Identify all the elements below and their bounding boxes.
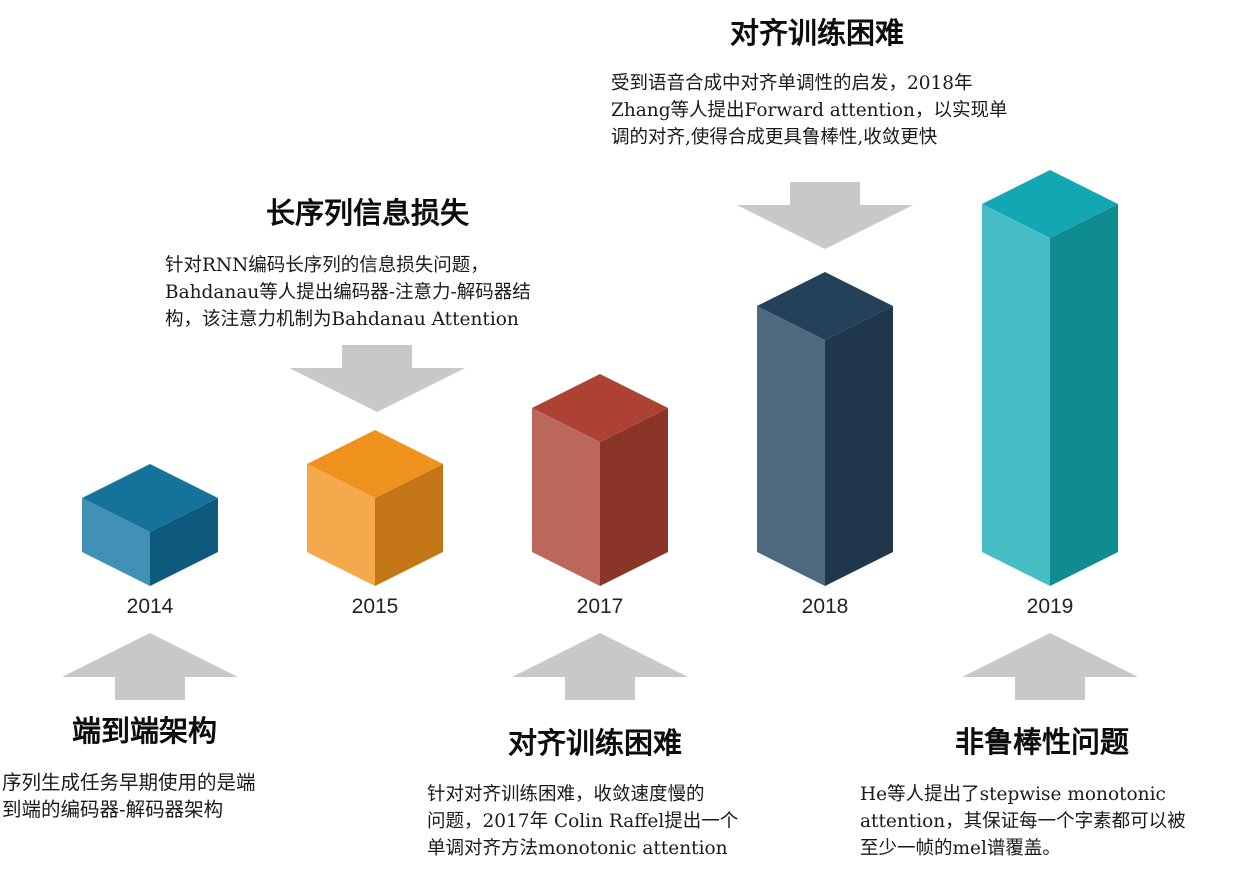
description-line: 序列生成任务早期使用的是端 bbox=[2, 771, 256, 794]
milestone-2018-title: 对齐训练困难 bbox=[730, 16, 905, 50]
description-line: Bahdanau等人提出编码器-注意力-解码器结 bbox=[165, 282, 531, 303]
year-label-2017: 2017 bbox=[576, 595, 624, 618]
bar-left-face bbox=[757, 306, 825, 586]
milestone-2019-title: 非鲁棒性问题 bbox=[955, 725, 1130, 759]
description-line: 调的对齐,使得合成更具鲁棒性,收敛更快 bbox=[611, 127, 938, 148]
bar-top-face bbox=[82, 464, 218, 532]
milestone-2015-description: 针对RNN编码长序列的信息损失问题， Bahdanau等人提出编码器-注意力-解… bbox=[165, 252, 531, 333]
down-arrow-icon bbox=[737, 182, 913, 249]
milestone-2019-description: He等人提出了stepwise monotonic attention，其保证每… bbox=[860, 781, 1186, 862]
bar-top-face bbox=[982, 170, 1118, 238]
bar-left-face bbox=[532, 408, 600, 586]
up-arrow-icon bbox=[512, 633, 688, 700]
description-line: He等人提出了stepwise monotonic bbox=[860, 784, 1166, 805]
bar-top-face bbox=[307, 430, 443, 498]
milestone-2014-title: 端到端架构 bbox=[72, 714, 218, 748]
bar-top-face bbox=[757, 272, 893, 340]
bar-right-face bbox=[600, 408, 668, 586]
year-label-2014: 2014 bbox=[126, 595, 174, 618]
bar-right-face bbox=[1050, 204, 1118, 586]
milestone-2017-description: 针对对齐训练困难，收敛速度慢的 问题，2017年 Colin Raffel提出一… bbox=[427, 781, 738, 862]
bar-2018 bbox=[757, 272, 893, 586]
description-line: 到端的编码器-解码器架构 bbox=[2, 798, 224, 821]
description-line: Zhang等人提出Forward attention，以实现单 bbox=[611, 100, 1008, 121]
bar-left-face bbox=[982, 204, 1050, 586]
up-arrow-icon bbox=[962, 633, 1138, 700]
bar-2017 bbox=[532, 374, 668, 586]
description-line: 问题，2017年 Colin Raffel提出一个 bbox=[427, 811, 739, 832]
bar-left-face bbox=[82, 498, 150, 586]
year-label-2019: 2019 bbox=[1026, 595, 1074, 618]
bar-2019 bbox=[982, 170, 1118, 586]
description-line: 针对对齐训练困难，收敛速度慢的 bbox=[427, 784, 705, 805]
description-line: 至少一帧的mel谱覆盖。 bbox=[860, 838, 1061, 859]
bar-left-face bbox=[307, 464, 375, 586]
bar-right-face bbox=[375, 464, 443, 586]
down-arrow-icon bbox=[289, 345, 465, 412]
milestone-2018-description: 受到语音合成中对齐单调性的启发，2018年 Zhang等人提出Forward a… bbox=[611, 70, 1007, 151]
milestone-2017-title: 对齐训练困难 bbox=[508, 726, 683, 760]
bar-2014 bbox=[82, 464, 218, 586]
description-line: 单调对齐方法monotonic attention bbox=[427, 838, 728, 859]
year-label-2018: 2018 bbox=[801, 595, 849, 618]
milestone-2014-description: 序列生成任务早期使用的是端 到端的编码器-解码器架构 bbox=[2, 769, 256, 823]
milestone-2015-title: 长序列信息损失 bbox=[266, 196, 470, 230]
up-arrow-icon bbox=[62, 633, 238, 700]
description-line: 针对RNN编码长序列的信息损失问题， bbox=[165, 255, 489, 276]
bar-right-face bbox=[150, 498, 218, 586]
bar-right-face bbox=[825, 306, 893, 586]
description-line: 构，该注意力机制为Bahdanau Attention bbox=[165, 309, 519, 330]
description-line: attention，其保证每一个字素都可以被 bbox=[860, 811, 1186, 832]
description-line: 受到语音合成中对齐单调性的启发，2018年 bbox=[611, 73, 973, 94]
bar-2015 bbox=[307, 430, 443, 586]
year-label-2015: 2015 bbox=[351, 595, 399, 618]
bar-top-face bbox=[532, 374, 668, 442]
